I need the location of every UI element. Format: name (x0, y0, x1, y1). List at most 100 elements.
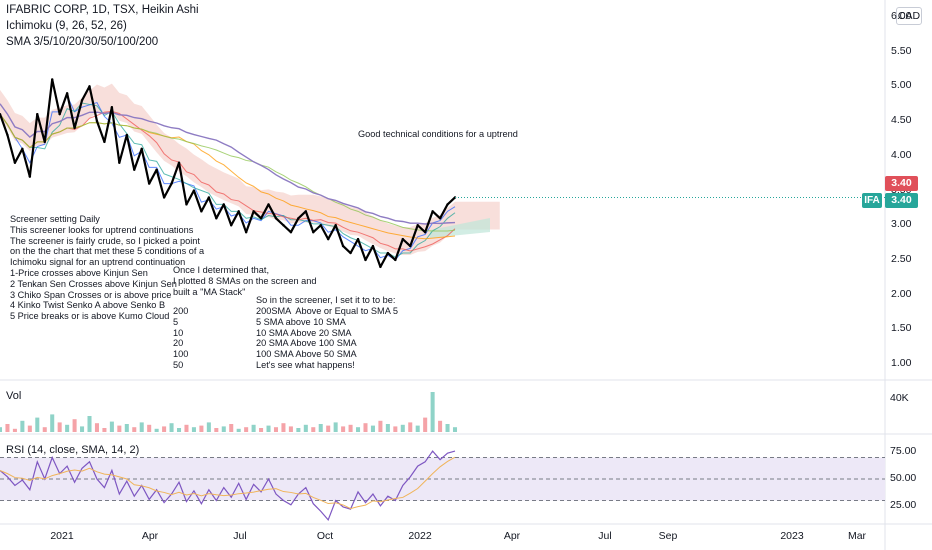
rsi-pane-label[interactable]: RSI (14, close, SMA, 14, 2) (6, 444, 140, 456)
rsi-tick: 75.00 (890, 445, 917, 458)
price-tick: 2.00 (891, 287, 912, 300)
volume-bar (80, 426, 85, 432)
volume-bar (363, 423, 368, 432)
time-tick: Jul (233, 530, 247, 542)
sma-line (0, 110, 456, 252)
price-point (192, 189, 196, 192)
price-point (319, 224, 322, 227)
price-point (13, 161, 17, 164)
volume-bar (408, 422, 413, 432)
volume-bar (50, 414, 55, 432)
volume-bar (42, 427, 47, 432)
volume-bar (176, 428, 182, 432)
price-point (259, 217, 263, 220)
sma-legend[interactable]: SMA 3/5/10/20/30/50/100/200 (6, 36, 159, 48)
volume-bar (326, 425, 331, 432)
volume-bar (259, 428, 264, 432)
settings-left-col: 200 5 10 20 100 50 (173, 306, 189, 370)
volume-bar (154, 428, 159, 432)
volume-bar (5, 424, 10, 432)
price-point (36, 112, 39, 116)
time-tick: Apr (141, 530, 159, 542)
price-point (222, 203, 225, 206)
price-point (230, 224, 233, 227)
volume-bar (102, 428, 107, 432)
price-point (21, 147, 24, 151)
price-point (110, 106, 114, 109)
price-point (356, 237, 360, 241)
price-point (215, 217, 218, 220)
volume-bar (124, 424, 129, 432)
volume-bar (423, 417, 428, 432)
volume-bar (236, 428, 241, 432)
price-point (177, 161, 181, 164)
volume-bar (12, 428, 17, 432)
price-tick: 2.50 (891, 252, 912, 265)
uptrend-note: Good technical conditions for a uptrend (358, 129, 518, 139)
volume-bar (169, 423, 174, 432)
volume-bar (393, 426, 398, 432)
volume-bar (72, 419, 77, 432)
price-point (438, 217, 442, 220)
price-point (140, 147, 143, 151)
volume-bar (273, 427, 279, 432)
time-tick: Oct (316, 530, 334, 542)
rsi-tick: 50.00 (890, 472, 917, 484)
volume-bar (400, 424, 405, 432)
sma-line (0, 94, 456, 261)
currency-button[interactable]: CAD (896, 7, 922, 25)
price-point (304, 210, 308, 213)
volume-bar (109, 421, 114, 432)
time-tick: Jul (598, 530, 612, 542)
price-tick: 5.00 (891, 79, 912, 92)
volume-bar (27, 425, 32, 432)
price-point (58, 112, 61, 116)
price-point (73, 126, 76, 130)
sma-note: Once I determined that, I plotted 8 SMAs… (173, 265, 317, 297)
price-point (267, 203, 270, 206)
volume-bar (147, 424, 152, 432)
volume-bar (348, 424, 353, 432)
cloud-projection (430, 218, 490, 238)
ichimoku-legend[interactable]: Ichimoku (9, 26, 52, 26) (6, 20, 127, 32)
price-point (401, 237, 404, 241)
volume-bar (415, 425, 420, 432)
time-tick: Sep (658, 530, 678, 542)
price-point (6, 133, 9, 137)
volume-bar (0, 427, 3, 432)
rsi-tick: 25.00 (890, 498, 917, 511)
volume-bar (199, 425, 204, 432)
last-price-red-badge: 3.40 (885, 176, 918, 191)
rsi-sma-line (0, 456, 456, 510)
price-point (252, 210, 255, 213)
sma-line (0, 113, 456, 232)
volume-bar (281, 423, 286, 432)
price-point (80, 99, 84, 102)
volume-bar (132, 427, 137, 432)
price-point (155, 168, 158, 171)
time-tick: Mar (847, 530, 867, 542)
price-point (43, 140, 46, 144)
price-point (386, 251, 390, 255)
last-price-badge: 3.40 (885, 193, 918, 208)
volume-bar (341, 426, 346, 432)
price-point (334, 224, 337, 227)
rsi-line (0, 450, 456, 521)
settings-title: So in the screener, I set it to to be: (256, 295, 396, 305)
volume-bar (303, 424, 308, 432)
volume-bar (438, 420, 443, 432)
price-point (326, 237, 330, 241)
sma-long-line (0, 103, 456, 225)
price-point (237, 210, 240, 213)
volume-bar (20, 420, 25, 432)
volume-bar (94, 423, 99, 432)
price-point (118, 161, 121, 164)
price-point (0, 112, 2, 116)
volume-bar (206, 422, 211, 432)
volume-bar (214, 428, 219, 432)
volume-bar (221, 426, 226, 432)
price-point (185, 203, 188, 206)
volume-pane-label[interactable]: Vol (6, 390, 22, 402)
price-point (289, 230, 293, 234)
